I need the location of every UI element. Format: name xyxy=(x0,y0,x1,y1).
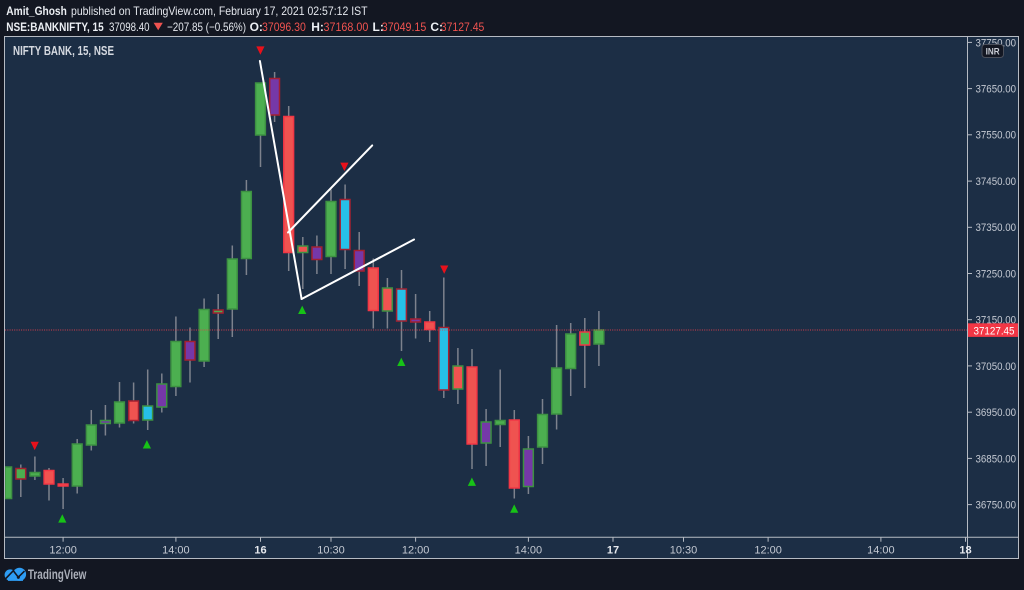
svg-text:12:00: 12:00 xyxy=(402,545,430,557)
svg-text:NIFTY BANK, 15, NSE: NIFTY BANK, 15, NSE xyxy=(13,44,114,58)
svg-text:C:: C: xyxy=(430,20,443,34)
svg-text:TradingView: TradingView xyxy=(28,566,87,582)
svg-text:NSE:BANKNIFTY, 15: NSE:BANKNIFTY, 15 xyxy=(6,20,104,34)
svg-text:INR: INR xyxy=(986,46,1000,56)
svg-text:37350.00: 37350.00 xyxy=(976,222,1017,234)
svg-text:L:: L: xyxy=(373,20,384,34)
svg-text:14:00: 14:00 xyxy=(867,545,895,557)
svg-text:37650.00: 37650.00 xyxy=(976,84,1017,96)
svg-text:37098.40: 37098.40 xyxy=(109,20,150,34)
svg-text:37127.45: 37127.45 xyxy=(441,20,485,34)
svg-text:10:30: 10:30 xyxy=(670,545,698,557)
svg-text:16: 16 xyxy=(254,545,266,557)
svg-text:17: 17 xyxy=(607,545,619,557)
svg-text:37127.45: 37127.45 xyxy=(974,325,1015,337)
svg-text:36850.00: 36850.00 xyxy=(976,453,1017,465)
svg-text:18: 18 xyxy=(959,545,971,557)
svg-text:published on TradingView.com,: published on TradingView.com, February 1… xyxy=(71,4,368,18)
svg-text:14:00: 14:00 xyxy=(162,545,190,557)
svg-text:H:: H: xyxy=(311,20,324,34)
svg-text:12:00: 12:00 xyxy=(754,545,782,557)
svg-text:36950.00: 36950.00 xyxy=(976,407,1017,419)
svg-text:O:: O: xyxy=(250,20,263,34)
svg-text:37550.00: 37550.00 xyxy=(976,130,1017,142)
svg-text:10:30: 10:30 xyxy=(317,545,345,557)
svg-text:37250.00: 37250.00 xyxy=(976,268,1017,280)
svg-text:37049.15: 37049.15 xyxy=(382,20,427,34)
svg-text:37450.00: 37450.00 xyxy=(976,176,1017,188)
svg-text:36750.00: 36750.00 xyxy=(976,500,1017,512)
svg-text:37168.00: 37168.00 xyxy=(324,20,369,34)
svg-text:37050.00: 37050.00 xyxy=(976,361,1017,373)
svg-text:14:00: 14:00 xyxy=(515,545,543,557)
svg-text:Amit_Ghosh: Amit_Ghosh xyxy=(6,4,67,18)
svg-text:37096.30: 37096.30 xyxy=(262,20,306,34)
svg-text:−207.85 (−0.56%): −207.85 (−0.56%) xyxy=(167,20,246,34)
svg-text:12:00: 12:00 xyxy=(49,545,77,557)
